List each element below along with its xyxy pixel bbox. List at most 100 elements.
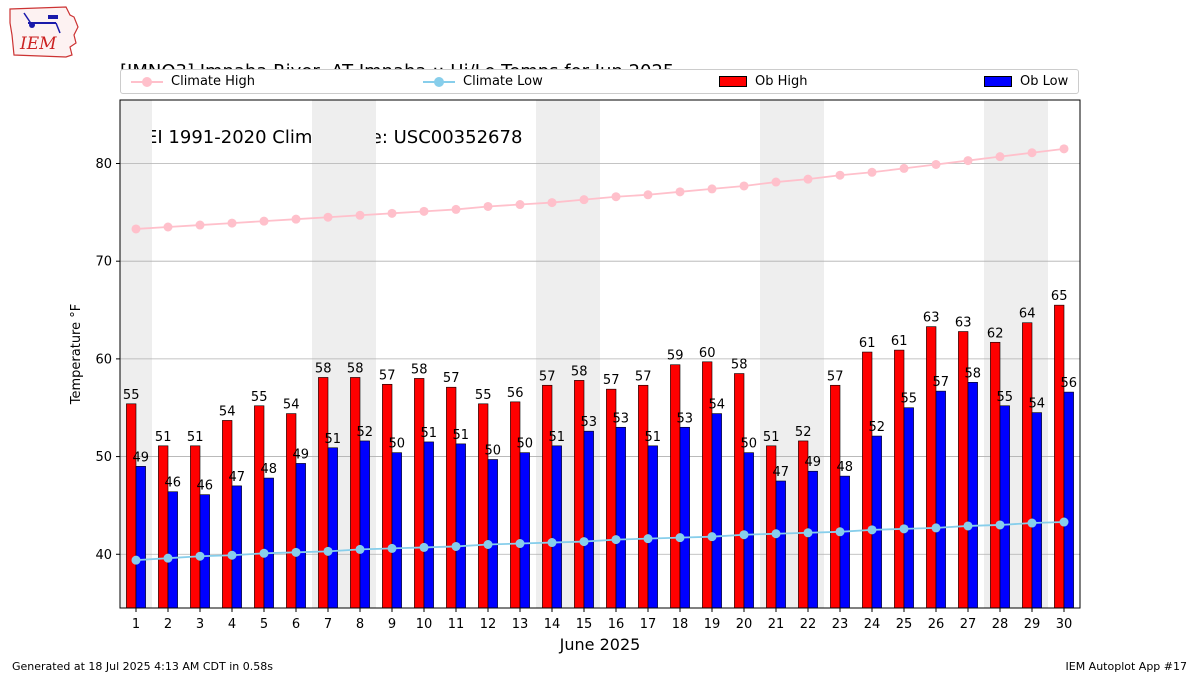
x-tick-label: 16 (608, 617, 625, 632)
ob-high-value-label: 51 (155, 430, 172, 445)
ob-high-value-label: 54 (283, 398, 300, 413)
climate-low-line (135, 521, 1065, 562)
x-tick-label: 18 (672, 617, 689, 632)
ob-high-bar (478, 403, 489, 609)
climate-low-point (931, 523, 941, 533)
title-line-2: NCEI 1991-2020 Climate Site: USC00352678 (120, 127, 523, 148)
ob-high-bar (702, 361, 713, 609)
climate-high-point (547, 198, 557, 208)
svg-text:IEM: IEM (19, 34, 57, 54)
ob-high-bar (766, 445, 777, 609)
legend-line-marker-icon (131, 75, 163, 89)
y-tick-label: 80 (95, 157, 112, 172)
x-tick-label: 5 (260, 617, 268, 632)
ob-low-value-label: 51 (645, 430, 662, 445)
legend-swatch-icon (719, 76, 747, 87)
ob-low-value-label: 51 (453, 428, 470, 443)
climate-high-point (419, 206, 429, 216)
ob-low-bar (647, 445, 658, 609)
ob-high-bar (990, 341, 1001, 609)
climate-low-point (675, 533, 685, 543)
climate-high-point (803, 174, 813, 184)
x-tick-label: 27 (960, 617, 977, 632)
climate-high-point (1027, 148, 1037, 158)
ob-low-bar (487, 459, 498, 609)
x-tick-label: 26 (928, 617, 945, 632)
ob-high-value-label: 55 (251, 390, 268, 405)
climate-low-point (163, 553, 173, 563)
climate-high-point (1059, 144, 1069, 154)
ob-low-bar (135, 466, 146, 609)
ob-high-bar (350, 377, 361, 609)
climate-high-point (291, 214, 301, 224)
ob-high-bar (926, 326, 937, 609)
weekend-shade (568, 100, 600, 608)
climate-high-point (131, 224, 141, 234)
x-tick-label: 28 (992, 617, 1009, 632)
ob-low-value-label: 51 (325, 432, 342, 447)
x-tick-label: 19 (704, 617, 721, 632)
weekend-shade (536, 100, 568, 608)
ob-low-bar (743, 452, 754, 609)
x-tick-label: 13 (512, 617, 529, 632)
legend-ob-high: Ob High (719, 70, 808, 93)
ob-low-bar (871, 435, 882, 609)
x-tick-label: 15 (576, 617, 593, 632)
x-tick-label: 24 (864, 617, 881, 632)
ob-low-bar (1031, 412, 1042, 609)
climate-high-point (387, 208, 397, 218)
climate-low-point (963, 521, 973, 531)
ob-low-value-label: 53 (581, 415, 598, 430)
x-tick-label: 8 (356, 617, 364, 632)
climate-low-point (995, 520, 1005, 530)
ob-low-bar (263, 477, 274, 609)
ob-high-value-label: 55 (475, 388, 492, 403)
ob-high-bar (574, 380, 585, 609)
ob-high-value-label: 56 (507, 386, 524, 401)
ob-low-bar (839, 475, 850, 609)
ob-high-bar (830, 384, 841, 609)
ob-high-value-label: 58 (315, 361, 332, 376)
ob-low-bar (999, 405, 1010, 609)
legend-swatch-icon (984, 76, 1012, 87)
ob-high-bar (510, 401, 521, 609)
climate-low-point (899, 524, 909, 534)
x-tick-label: 30 (1056, 617, 1073, 632)
ob-low-value-label: 50 (741, 437, 758, 452)
x-tick-label: 4 (228, 617, 236, 632)
ob-low-value-label: 50 (485, 444, 502, 459)
ob-high-value-label: 57 (539, 369, 556, 384)
climate-high-point (483, 201, 493, 211)
y-tick-label: 50 (95, 450, 112, 465)
climate-low-point (515, 539, 525, 549)
ob-high-bar (446, 386, 457, 609)
ob-low-value-label: 53 (677, 411, 694, 426)
ob-high-bar (414, 378, 425, 609)
ob-low-value-label: 46 (197, 479, 214, 494)
x-tick-label: 20 (736, 617, 753, 632)
climate-low-point (547, 538, 557, 548)
climate-high-point (323, 212, 333, 222)
ob-low-bar (327, 447, 338, 609)
x-tick-label: 12 (480, 617, 497, 632)
ob-high-bar (1054, 304, 1065, 609)
ob-high-bar (1022, 322, 1033, 609)
ob-low-value-label: 53 (613, 411, 630, 426)
ob-high-bar (222, 420, 233, 609)
ob-low-value-label: 55 (901, 392, 918, 407)
climate-high-point (739, 181, 749, 191)
ob-low-value-label: 52 (357, 425, 374, 440)
climate-low-point (579, 537, 589, 547)
ob-high-bar (958, 331, 969, 609)
footer-generated: Generated at 18 Jul 2025 4:13 AM CDT in … (12, 660, 273, 673)
legend-climate-high-label: Climate High (171, 74, 256, 89)
climate-low-point (1059, 517, 1069, 527)
ob-high-value-label: 55 (123, 388, 140, 403)
legend-ob-low-label: Ob Low (1020, 74, 1069, 89)
ob-high-bar (190, 445, 201, 609)
ob-low-bar (359, 440, 370, 609)
legend-line-marker-icon (423, 75, 455, 89)
climate-low-point (131, 555, 141, 565)
ob-low-value-label: 51 (421, 426, 438, 441)
legend-climate-low: Climate Low (423, 70, 543, 93)
